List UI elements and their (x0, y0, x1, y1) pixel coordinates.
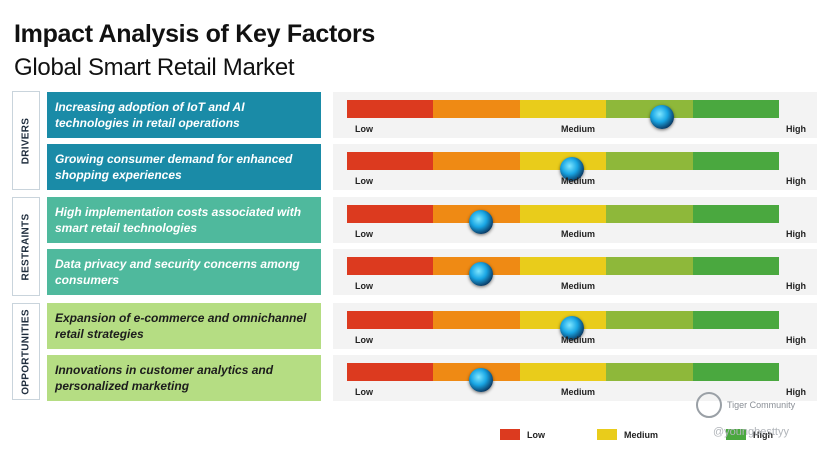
impact-scale: Low Medium High (333, 355, 817, 401)
scale-medium-label: Medium (561, 229, 596, 239)
scale-high-label: High (786, 176, 806, 186)
bar-segment-low (347, 152, 434, 170)
scale-high-label: High (786, 335, 806, 345)
bar-segment-medium-high (606, 205, 693, 223)
scale-low-label: Low (355, 124, 373, 134)
impact-bar (347, 100, 780, 129)
legend-swatch (726, 429, 746, 440)
bar-segment-medium-high (606, 363, 693, 381)
impact-marker-icon (559, 316, 584, 340)
scale-low-label: Low (355, 335, 373, 345)
group-opportunities: OPPORTUNITIES (12, 303, 40, 400)
bar-segment-medium (519, 100, 607, 118)
bar-segment-low (347, 311, 434, 329)
factor-label: Increasing adoption of IoT and AI techno… (47, 92, 321, 138)
factor-label: Growing consumer demand for enhanced sho… (47, 144, 321, 190)
impact-bar (347, 363, 780, 392)
factor-label: Data privacy and security concerns among… (47, 249, 321, 295)
scale-high-label: High (786, 229, 806, 239)
scale-low-label: Low (355, 387, 373, 397)
scale-high-label: High (786, 387, 806, 397)
legend-label: Medium (624, 429, 659, 440)
bar-segment-medium (519, 257, 607, 275)
watermark-handle: @youngbesttyy (713, 426, 789, 438)
scale-medium-label: Medium (561, 281, 596, 291)
scale-medium-label: Medium (561, 335, 596, 345)
factor-label: High implementation costs associated wit… (47, 197, 321, 243)
legend-label: High (753, 429, 773, 440)
impact-scale: Low Medium High (333, 197, 817, 243)
bar-segment-medium-high (606, 152, 693, 170)
page-title: Impact Analysis of Key Factors (14, 20, 376, 48)
bar-segment-medium-low (433, 100, 520, 118)
group-drivers: DRIVERS (12, 91, 40, 190)
impact-bar (347, 205, 780, 234)
bar-segment-medium-low (433, 152, 520, 170)
impact-marker-icon (468, 262, 493, 286)
group-label: RESTRAINTS (20, 213, 32, 280)
bar-segment-medium-high (606, 311, 693, 329)
tiger-logo-icon (696, 392, 722, 418)
watermark-name: Tiger Community (727, 400, 796, 410)
bar-segment-low (347, 205, 434, 223)
impact-bar (347, 311, 780, 340)
bar-segment-medium (519, 205, 607, 223)
bar-segment-medium-high (606, 257, 693, 275)
bar-segment-low (347, 363, 434, 381)
group-label: DRIVERS (20, 117, 32, 164)
legend-item-medium: Medium (597, 429, 658, 440)
page-subtitle: Global Smart Retail Market (14, 54, 295, 81)
bar-segment-medium-low (433, 311, 520, 329)
bar-segment-high (692, 257, 780, 275)
impact-scale: Low Medium High (333, 303, 817, 349)
impact-marker-icon (468, 368, 493, 392)
impact-bar (347, 257, 780, 286)
bar-segment-low (347, 100, 434, 118)
bar-segment-low (347, 257, 434, 275)
impact-bar (347, 152, 780, 181)
scale-medium-label: Medium (561, 176, 596, 186)
impact-scale: Low Medium High (333, 249, 817, 295)
legend-item-high: High (726, 429, 773, 440)
legend-swatch (500, 429, 520, 440)
scale-high-label: High (786, 124, 806, 134)
impact-scale: Low Medium High (333, 144, 817, 190)
group-label: OPPORTUNITIES (20, 308, 32, 395)
impact-marker-icon (468, 210, 493, 234)
legend-label: Low (527, 429, 545, 440)
legend-swatch (597, 429, 617, 440)
scale-low-label: Low (355, 281, 373, 291)
scale-high-label: High (786, 281, 806, 291)
impact-marker-icon (559, 157, 584, 181)
scale-medium-label: Medium (561, 124, 596, 134)
bar-segment-high (692, 152, 780, 170)
bar-segment-high (692, 205, 780, 223)
factor-label: Innovations in customer analytics and pe… (47, 355, 321, 401)
bar-segment-high (692, 100, 780, 118)
group-restraints: RESTRAINTS (12, 197, 40, 296)
bar-segment-high (692, 311, 780, 329)
scale-low-label: Low (355, 229, 373, 239)
bar-segment-medium (519, 363, 607, 381)
bar-segment-high (692, 363, 780, 381)
impact-scale: Low Medium High (333, 92, 817, 138)
scale-medium-label: Medium (561, 387, 596, 397)
legend-item-low: Low (500, 429, 545, 440)
factor-label: Expansion of e-commerce and omnichannel … (47, 303, 321, 349)
impact-marker-icon (650, 105, 675, 129)
scale-low-label: Low (355, 176, 373, 186)
